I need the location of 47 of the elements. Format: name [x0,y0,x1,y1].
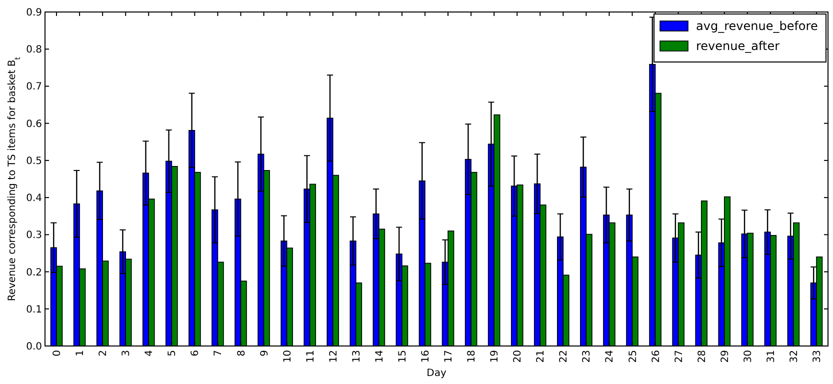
x-tick-label: 27 [674,350,685,363]
x-tick-label: 0 [52,350,64,356]
x-tick-label: 17 [444,350,455,363]
x-tick-label: 15 [397,350,408,363]
y-tick-label: 0.9 [26,8,42,18]
y-tick-label: 0.3 [26,230,42,242]
x-tick-label: 32 [788,350,800,363]
x-tick-label: 22 [558,350,570,363]
y-tick-label: 0.2 [26,267,42,278]
x-tick-label: 7 [213,350,224,356]
x-tick-label: 20 [512,350,524,363]
x-tick-label: 14 [374,350,386,363]
x-tick-label: 30 [742,350,754,363]
x-tick-label: 1 [75,350,86,356]
x-tick-label: 26 [650,350,662,363]
x-tick-label: 16 [420,350,432,363]
x-tick-label: 29 [720,350,731,363]
x-axis-title: Day [426,368,446,379]
legend-label: revenue_after [696,39,780,54]
x-tick-label: 24 [604,350,616,363]
x-tick-label: 12 [328,350,340,363]
legend-label: avg_revenue_before [696,19,818,34]
x-tick-label: 9 [259,350,270,356]
y-tick-label: 0.6 [26,118,42,130]
x-tick-label: 18 [466,350,478,363]
x-tick-label: 11 [305,350,316,363]
x-tick-label: 28 [696,350,708,363]
y-tick-label: 0.0 [26,342,42,352]
x-tick-label: 33 [812,350,823,363]
x-tick-label: 4 [144,350,156,356]
x-tick-label: 3 [121,350,132,356]
y-tick-label: 0.7 [26,82,42,93]
x-tick-label: 6 [190,350,202,356]
y-tick-label: 0.1 [26,304,42,316]
x-tick-label: 23 [582,350,593,363]
x-tick-label: 31 [766,350,777,363]
x-tick-label: 19 [490,350,501,363]
x-tick-label: 5 [167,350,178,356]
x-tick-label: 10 [282,350,294,363]
y-tick-label: 0.5 [26,156,42,167]
x-tick-label: 8 [236,350,248,356]
x-tick-label: 21 [536,350,547,363]
x-tick-label: 2 [98,350,110,356]
y-tick-label: 0.8 [26,44,42,56]
y-tick-label: 0.4 [26,193,42,204]
x-tick-label: 25 [628,350,639,363]
x-tick-label: 13 [351,350,362,363]
